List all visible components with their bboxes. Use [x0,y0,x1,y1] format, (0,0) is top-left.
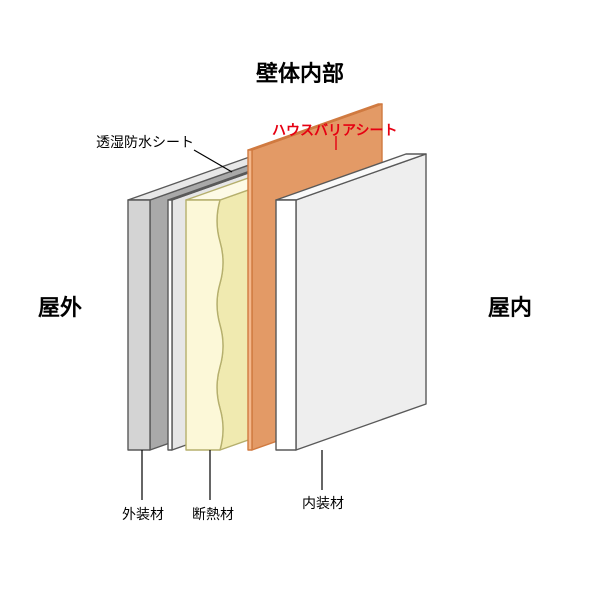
label-insulation: 断熱材 [192,504,234,524]
title: 壁体内部 [0,56,600,88]
side-label-right: 屋内 [488,290,532,322]
label-moisture-sheet: 透湿防水シート [96,132,194,152]
label-interior: 内装材 [302,493,344,513]
label-barrier-sheet: ハウスバリアシート [272,120,397,140]
side-label-left: 屋外 [38,290,82,322]
label-exterior: 外装材 [122,504,164,524]
